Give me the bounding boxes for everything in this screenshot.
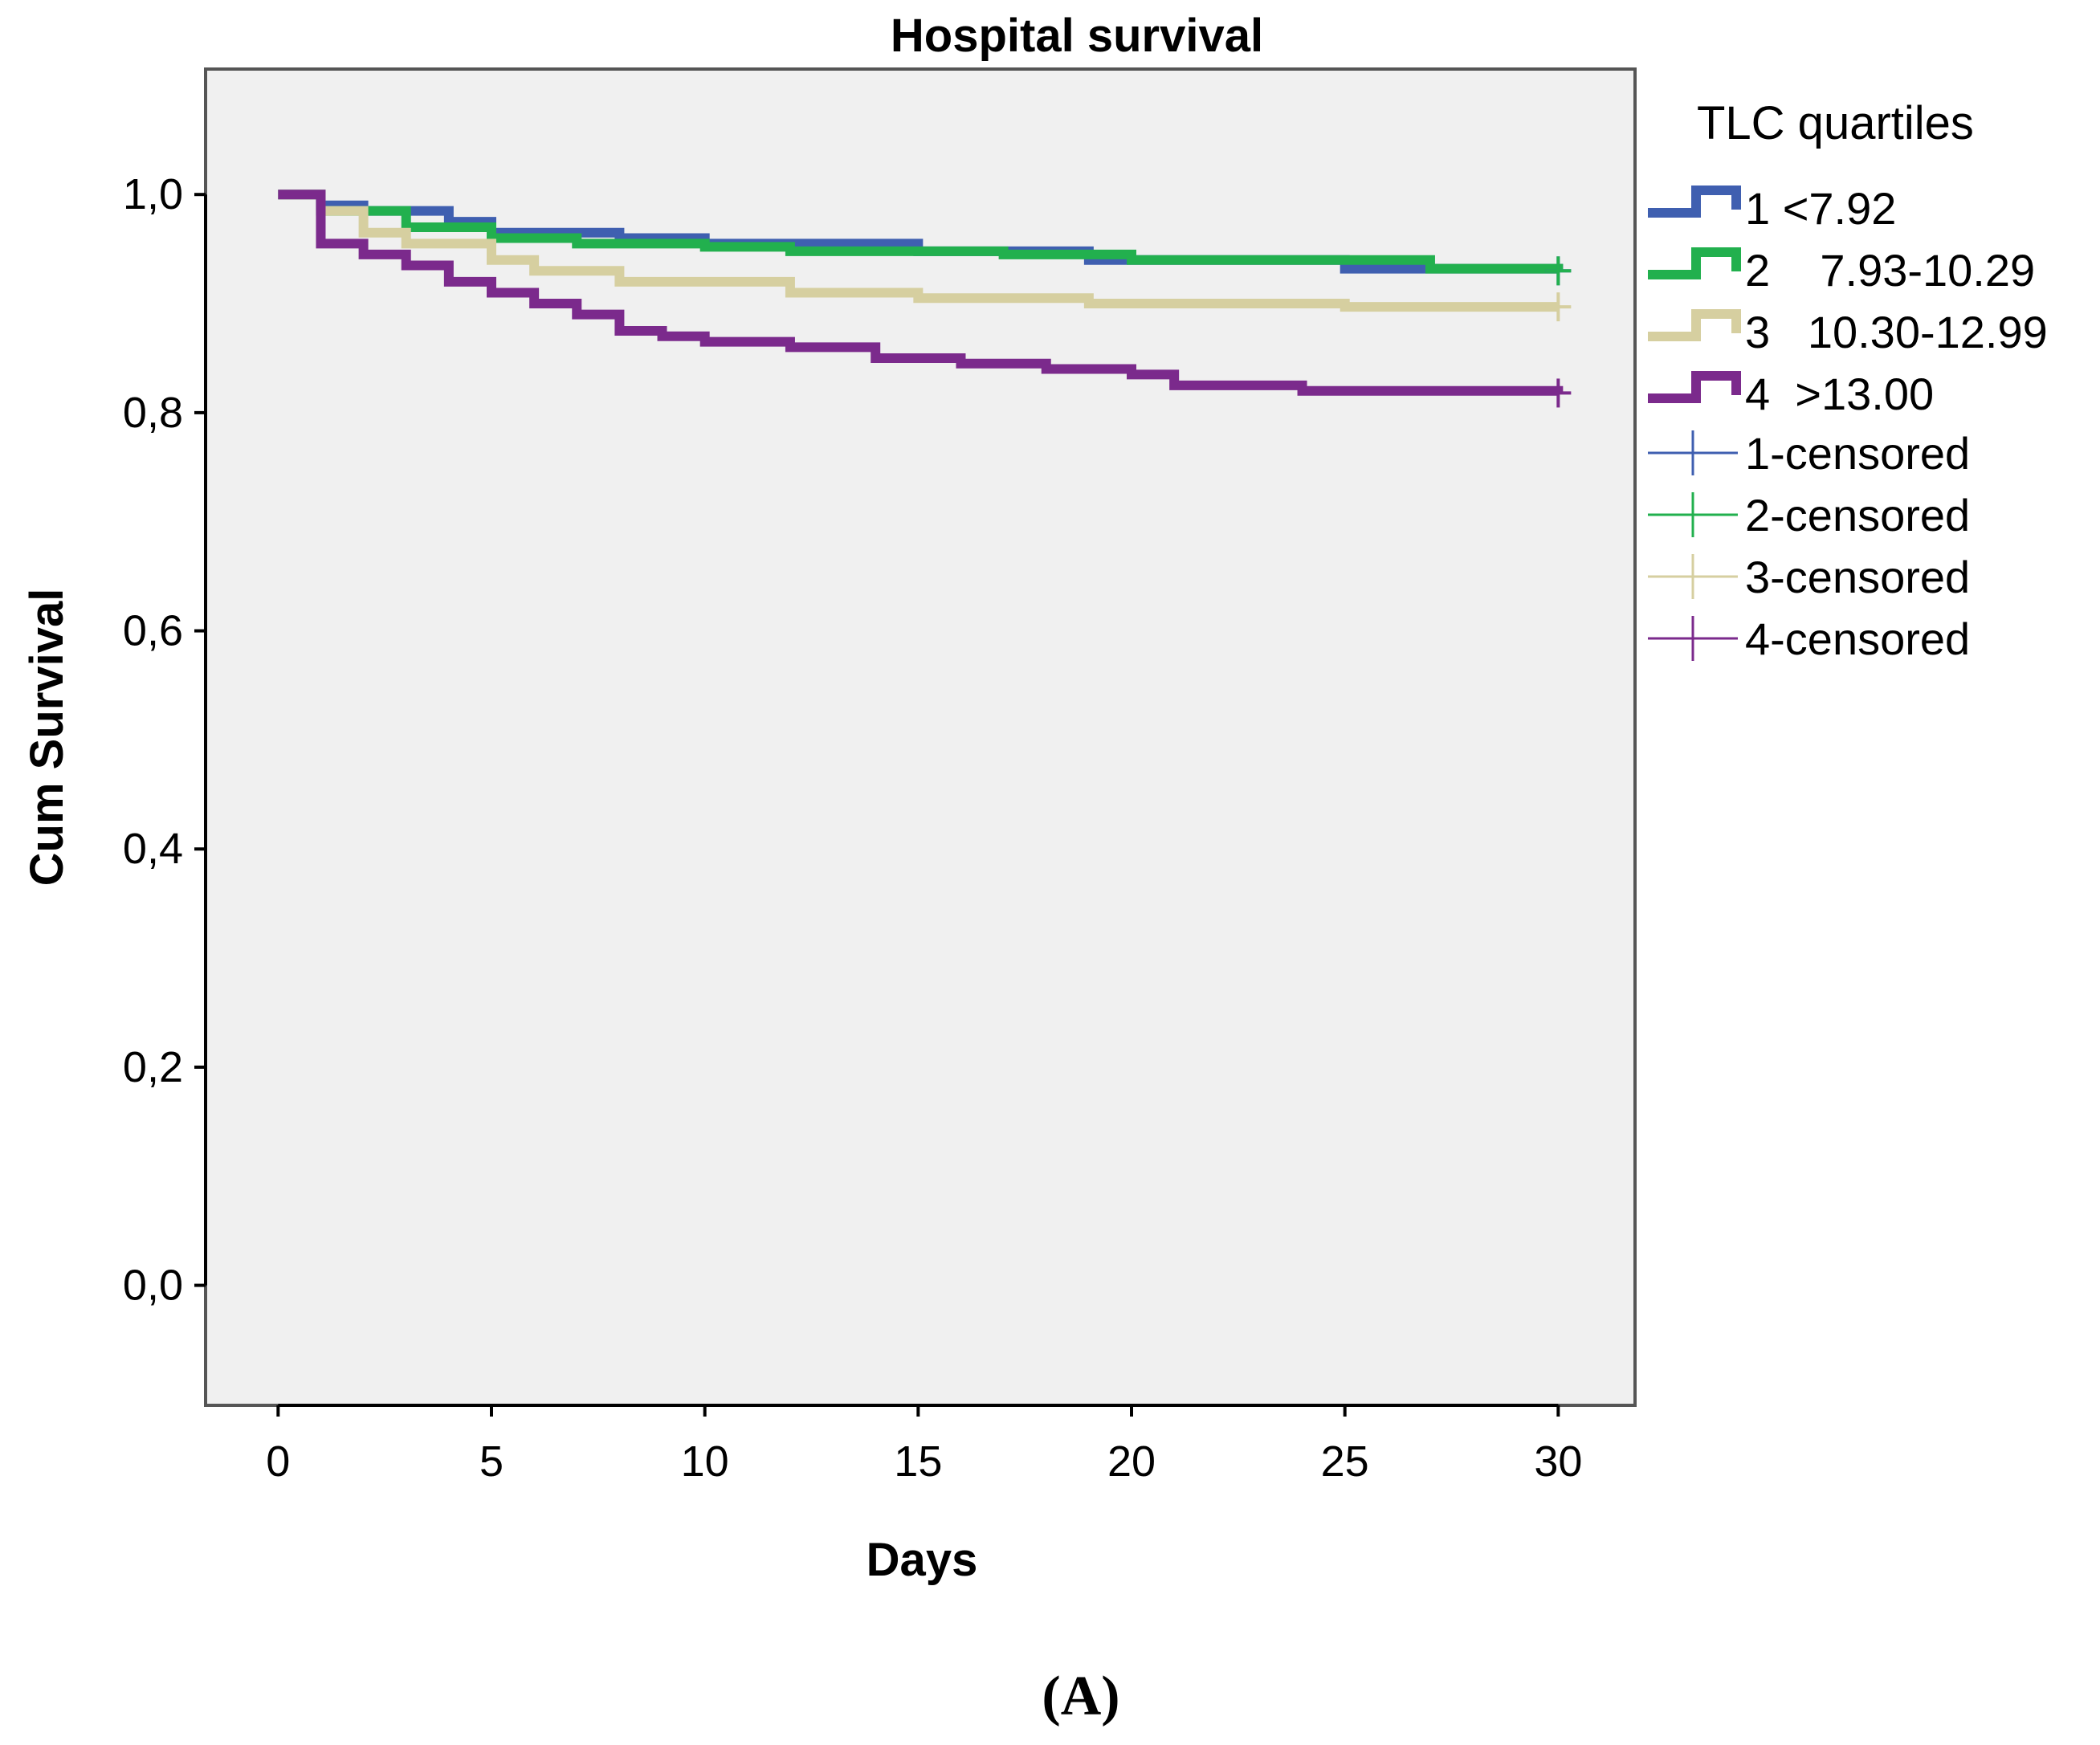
legend-label: 1 <7.92 bbox=[1745, 183, 1896, 234]
chart-title: Hospital survival bbox=[891, 10, 1263, 62]
legend-label: 2 7.93-10.29 bbox=[1745, 245, 2035, 296]
legend-label: 4 >13.00 bbox=[1745, 369, 1934, 419]
legend-label: 3 10.30-12.99 bbox=[1745, 307, 2048, 357]
legend-censor-item-2: 2-censored bbox=[1648, 490, 1970, 540]
series-line-3 bbox=[278, 190, 1559, 312]
x-tick-label: 5 bbox=[479, 1437, 504, 1486]
legend-swatch bbox=[1648, 186, 1741, 218]
legend-censor-item-1: 1-censored bbox=[1648, 428, 1970, 479]
legend-swatch bbox=[1648, 371, 1741, 403]
y-tick-label: 0,6 bbox=[123, 607, 183, 655]
series-line-2 bbox=[278, 190, 1564, 274]
x-tick-label: 0 bbox=[266, 1437, 290, 1486]
legend-item-1: 1 <7.92 bbox=[1648, 183, 1896, 234]
panel-label: (A) bbox=[1042, 1665, 1119, 1727]
x-tick-label: 10 bbox=[681, 1437, 729, 1486]
y-tick-label: 0,0 bbox=[123, 1262, 183, 1310]
x-axis-label: Days bbox=[867, 1534, 978, 1586]
legend-label: 2-censored bbox=[1745, 490, 1970, 540]
censor-mark-2 bbox=[1545, 256, 1572, 286]
y-axis: 0,0 0,2 0,4 0,6 0,8 1,0 bbox=[123, 170, 206, 1310]
x-tick-label: 20 bbox=[1107, 1437, 1156, 1486]
legend-censor-item-4: 4-censored bbox=[1648, 614, 1970, 664]
censor-mark-4 bbox=[1545, 378, 1572, 408]
legend-item-4: 4 >13.00 bbox=[1648, 369, 1934, 419]
y-tick-label: 1,0 bbox=[123, 170, 183, 218]
legend-swatch bbox=[1648, 309, 1741, 341]
legend-censor-item-3: 3-censored bbox=[1648, 552, 1970, 602]
x-tick-label: 25 bbox=[1321, 1437, 1369, 1486]
legend: 1 <7.92 2 7.93-10.29 3 10.30-12.99 4 >13.00… bbox=[1648, 183, 2048, 664]
y-tick-label: 0,2 bbox=[123, 1043, 183, 1091]
y-tick-label: 0,4 bbox=[123, 825, 183, 873]
censor-layer bbox=[1545, 256, 1572, 408]
legend-item-3: 3 10.30-12.99 bbox=[1648, 307, 2048, 357]
x-axis: 0 5 10 15 20 25 30 bbox=[266, 1405, 1582, 1486]
x-tick-label: 30 bbox=[1534, 1437, 1582, 1486]
legend-title: TLC quartiles bbox=[1697, 97, 1974, 149]
legend-swatch bbox=[1648, 247, 1741, 279]
series-layer bbox=[278, 190, 1564, 396]
censor-mark-3 bbox=[1545, 292, 1572, 322]
series-line-4 bbox=[278, 190, 1564, 396]
legend-item-2: 2 7.93-10.29 bbox=[1648, 245, 2035, 296]
y-tick-label: 0,8 bbox=[123, 389, 183, 437]
legend-label: 4-censored bbox=[1745, 614, 1970, 664]
y-axis-label: Cum Survival bbox=[21, 589, 73, 887]
legend-label: 1-censored bbox=[1745, 428, 1970, 479]
legend-label: 3-censored bbox=[1745, 552, 1970, 602]
x-tick-label: 15 bbox=[894, 1437, 942, 1486]
